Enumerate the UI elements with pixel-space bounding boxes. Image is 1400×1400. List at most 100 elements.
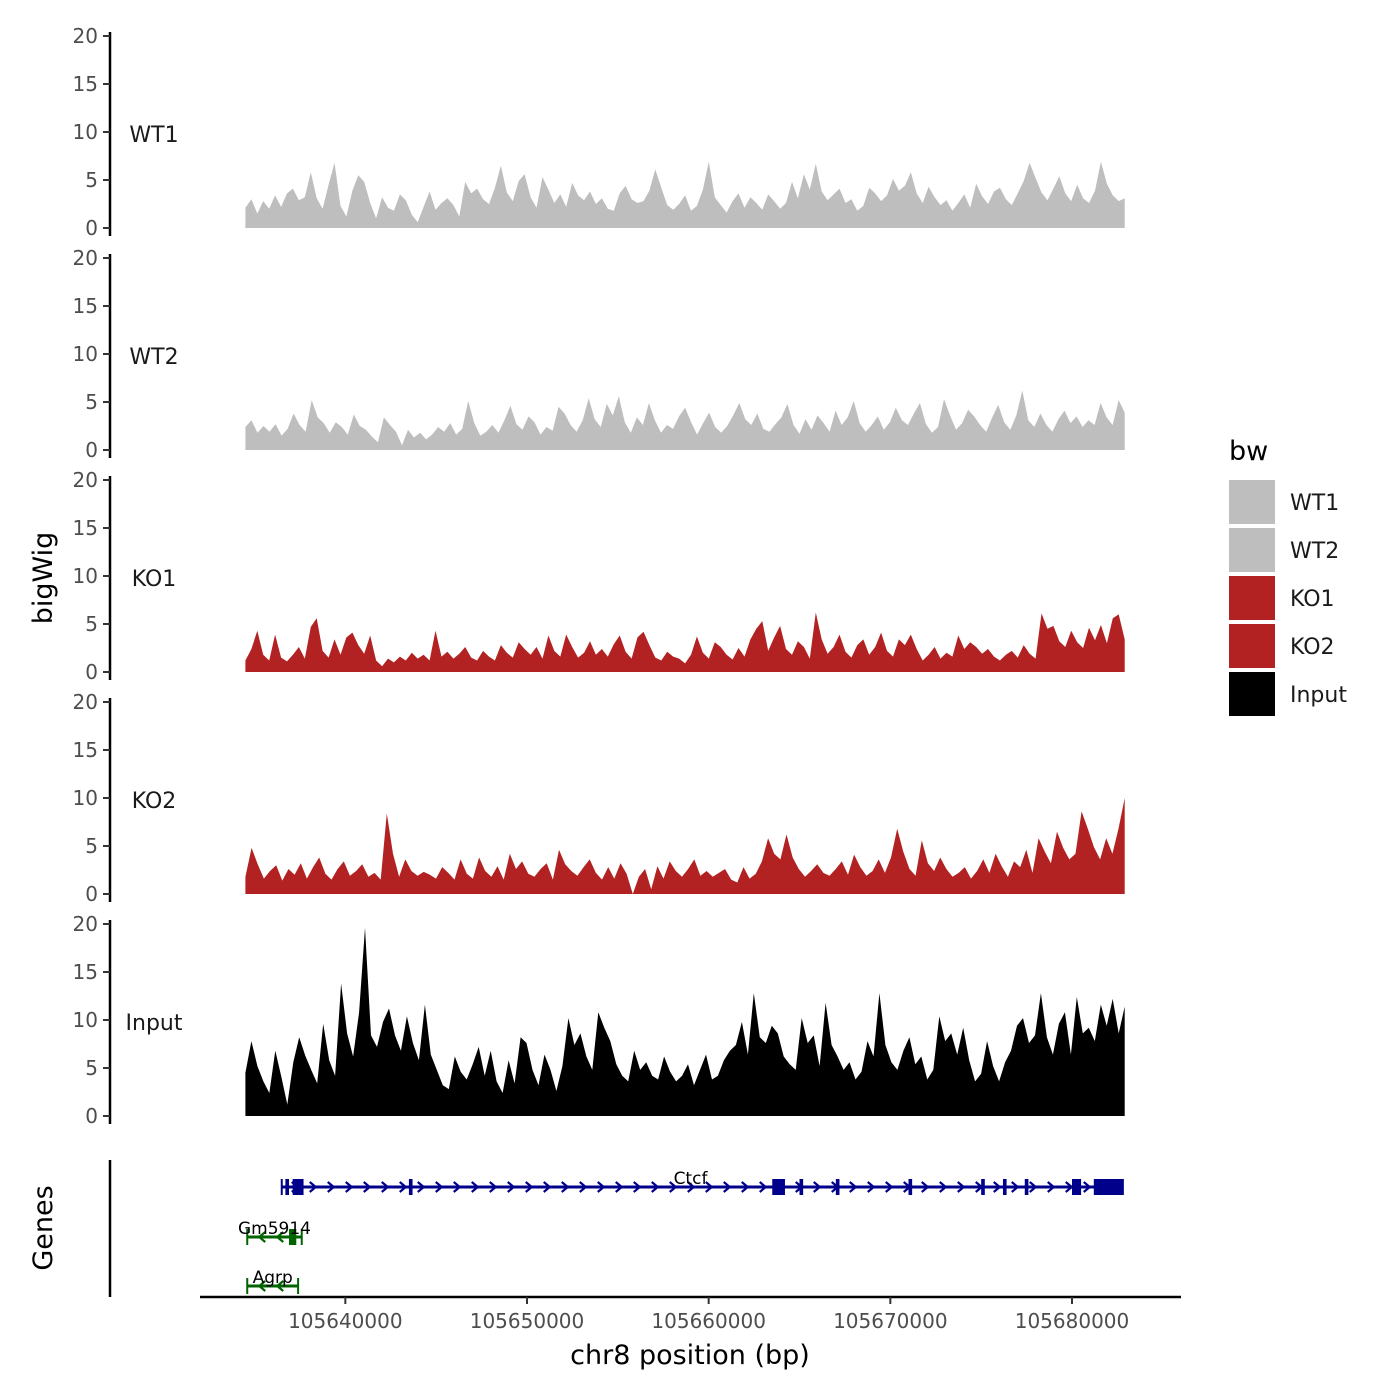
y-axis-title: bigWig — [28, 532, 59, 625]
gene-label: Ctcf — [674, 1169, 709, 1189]
x-tick-label: 105640000 — [288, 1309, 403, 1333]
y-tick-label: 5 — [85, 612, 98, 636]
strand-arrow — [1011, 1181, 1020, 1193]
legend-key-wt1 — [1229, 480, 1275, 524]
track-wt2: 0 5 10 15 20 WT2 — [73, 246, 1125, 462]
strand-arrow — [759, 1181, 768, 1193]
exon — [981, 1179, 985, 1195]
strand-arrow — [579, 1181, 588, 1193]
strand-arrow — [651, 1181, 660, 1193]
strand-arrow — [993, 1181, 1002, 1193]
track-label: WT2 — [129, 345, 178, 370]
exon — [1072, 1179, 1082, 1195]
strand-arrow — [417, 1181, 426, 1193]
y-tick-label: 5 — [85, 834, 98, 858]
strand-arrow — [615, 1181, 624, 1193]
y-tick-label: 0 — [85, 1104, 98, 1128]
strand-arrow — [1083, 1181, 1092, 1193]
strand-arrow — [957, 1181, 966, 1193]
y-tick-label: 15 — [73, 960, 98, 984]
exon — [1024, 1179, 1029, 1195]
y-tick-label: 10 — [73, 564, 98, 588]
y-tick-label: 5 — [85, 168, 98, 192]
strand-arrow — [1047, 1181, 1056, 1193]
exon — [1093, 1179, 1123, 1195]
track-label: Input — [126, 1011, 183, 1036]
x-axis: 105640000 105650000 105660000 105670000 1056… — [200, 1295, 1181, 1333]
exon — [292, 1179, 304, 1195]
y-tick-label: 10 — [73, 786, 98, 810]
strand-arrow — [849, 1181, 858, 1193]
strand-arrow — [633, 1181, 642, 1193]
legend-key-wt2 — [1229, 528, 1275, 572]
track-wt1: 0 5 10 15 20 WT1 — [73, 24, 1125, 240]
y-tick-label: 20 — [73, 468, 98, 492]
x-tick-label: 105670000 — [833, 1309, 948, 1333]
strand-arrow — [669, 1181, 678, 1193]
y-tick-label: 5 — [85, 390, 98, 414]
gene-gm5914: Gm5914 — [238, 1219, 311, 1245]
signal-area-ko2 — [245, 798, 1125, 894]
strand-arrow — [507, 1181, 516, 1193]
legend-label: KO2 — [1290, 635, 1335, 660]
tracks-layer: 0 5 10 15 20 WT1 0 5 10 15 20 WT2 0 5 10 15 20 KO1 0 5 10 15 2… — [73, 24, 1125, 1128]
exon — [908, 1179, 913, 1195]
x-tick-label: 105680000 — [1015, 1309, 1130, 1333]
track-ko1: 0 5 10 15 20 KO1 — [73, 468, 1125, 684]
strand-arrow — [275, 1231, 284, 1243]
legend: WT1 WT2 KO1 KO2 Input — [1229, 480, 1347, 716]
strand-arrow — [597, 1181, 606, 1193]
strand-arrow — [399, 1181, 408, 1193]
y-tick-label: 0 — [85, 882, 98, 906]
strand-arrow — [435, 1181, 444, 1193]
signal-area-wt1 — [245, 161, 1125, 228]
y-tick-label: 15 — [73, 516, 98, 540]
strand-arrow — [687, 1181, 696, 1193]
y-tick-label: 10 — [73, 342, 98, 366]
legend-key-ko2 — [1229, 624, 1275, 668]
gene-ctcf: Ctcf — [280, 1169, 1124, 1195]
strand-arrow — [309, 1181, 318, 1193]
strand-arrow — [723, 1181, 732, 1193]
exon — [772, 1179, 785, 1195]
strand-arrow — [363, 1181, 372, 1193]
signal-area-input — [245, 927, 1125, 1116]
legend-key-input — [1229, 672, 1275, 716]
track-input: 0 5 10 15 20 Input — [73, 912, 1125, 1128]
legend-label: KO1 — [1290, 587, 1335, 612]
strand-arrow — [1065, 1181, 1074, 1193]
legend-label: Input — [1290, 683, 1347, 708]
genes-layer: Ctcf Gm5914 Agrp — [108, 1160, 1124, 1297]
strand-arrow — [885, 1181, 894, 1193]
strand-arrow — [489, 1181, 498, 1193]
strand-arrow — [939, 1181, 948, 1193]
y-tick-label: 5 — [85, 1056, 98, 1080]
strand-arrow — [257, 1280, 266, 1292]
y-tick-label: 0 — [85, 438, 98, 462]
strand-arrow — [345, 1181, 354, 1193]
exon — [408, 1179, 413, 1195]
strand-arrow — [381, 1181, 390, 1193]
y-tick-label: 15 — [73, 72, 98, 96]
strand-arrow — [561, 1181, 570, 1193]
signal-area-ko1 — [245, 612, 1125, 672]
x-axis-title: chr8 position (bp) — [570, 1340, 810, 1371]
legend-key-ko1 — [1229, 576, 1275, 620]
strand-arrow — [867, 1181, 876, 1193]
y-tick-label: 0 — [85, 660, 98, 684]
track-label: WT1 — [129, 123, 178, 148]
strand-arrow — [921, 1181, 930, 1193]
exon — [285, 1179, 290, 1195]
track-label: KO1 — [132, 567, 177, 592]
y-tick-label: 20 — [73, 690, 98, 714]
x-tick-label: 105650000 — [470, 1309, 585, 1333]
legend-title: bw — [1229, 436, 1268, 467]
strand-arrow — [471, 1181, 480, 1193]
strand-arrow — [525, 1181, 534, 1193]
exon — [1002, 1179, 1007, 1195]
strand-arrow — [1029, 1181, 1038, 1193]
genes-axis-title: Genes — [28, 1185, 59, 1270]
strand-arrow — [327, 1181, 336, 1193]
exon — [835, 1179, 840, 1195]
y-tick-label: 15 — [73, 738, 98, 762]
